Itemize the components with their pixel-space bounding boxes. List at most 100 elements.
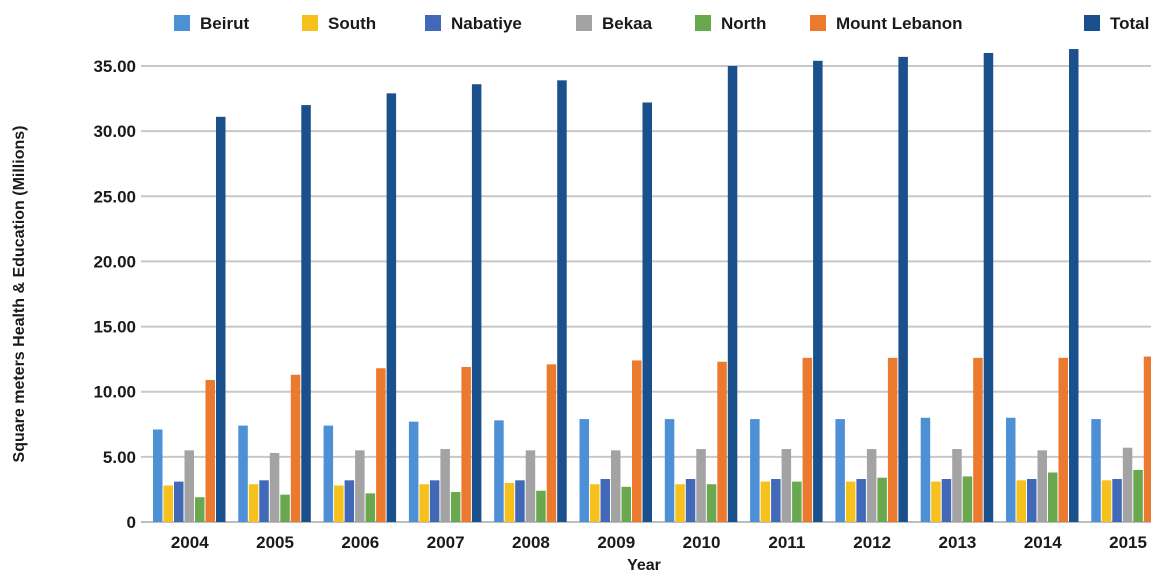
- bar-nabatiye-2011: [771, 479, 781, 522]
- bar-mount-lebanon-2005: [290, 374, 301, 522]
- x-tick-label: 2013: [939, 533, 977, 552]
- bar-beirut-2006: [323, 425, 334, 522]
- bar-north-2006: [365, 493, 376, 522]
- bar-mount-lebanon-2014: [1058, 357, 1068, 522]
- y-tick-label: 35.00: [93, 57, 136, 76]
- legend-swatch: [302, 15, 318, 31]
- legend: Beirut South Nabatiye Bekaa North Mount Leban…: [174, 14, 1149, 33]
- bar-south-2007: [419, 484, 429, 522]
- bar-north-2009: [621, 486, 631, 522]
- x-tick-label: 2008: [512, 533, 550, 552]
- bar-south-2006: [334, 485, 344, 522]
- y-tick-label: 20.00: [93, 252, 136, 271]
- bar-beirut-2005: [238, 425, 248, 522]
- legend-swatch: [425, 15, 441, 31]
- x-axis-title: Year: [627, 557, 661, 574]
- legend-swatch: [576, 15, 592, 31]
- bar-mount-lebanon-2015: [1143, 356, 1151, 522]
- legend-label: Mount Lebanon: [836, 14, 963, 33]
- bar-mount-lebanon-2004: [205, 379, 215, 522]
- bar-beirut-2015: [1091, 419, 1101, 522]
- bar-beirut-2008: [494, 420, 504, 522]
- bar-nabatiye-2007: [429, 480, 440, 522]
- y-tick-label: 5.00: [103, 448, 136, 467]
- bar-nabatiye-2013: [941, 479, 952, 522]
- y-tick-label: 15.00: [93, 318, 136, 337]
- bar-beirut-2010: [664, 419, 675, 522]
- legend-swatch: [695, 15, 711, 31]
- x-tick-label: 2006: [341, 533, 379, 552]
- bar-bekaa-2010: [696, 449, 706, 522]
- bar-south-2005: [248, 484, 259, 522]
- bar-bekaa-2014: [1037, 450, 1047, 522]
- bar-north-2007: [450, 492, 461, 522]
- bar-north-2008: [536, 490, 546, 522]
- legend-label: South: [328, 14, 376, 33]
- bar-south-2010: [675, 484, 685, 522]
- bar-total-2004: [216, 116, 226, 522]
- x-tick-label: 2005: [256, 533, 294, 552]
- bar-nabatiye-2015: [1112, 479, 1122, 522]
- legend-label: North: [721, 14, 766, 33]
- bar-south-2009: [590, 484, 600, 522]
- x-tick-label: 2009: [597, 533, 635, 552]
- bar-north-2004: [195, 497, 205, 522]
- bar-beirut-2011: [750, 419, 760, 522]
- legend-label: Total: [1110, 14, 1149, 33]
- bar-bekaa-2011: [781, 449, 792, 522]
- bar-north-2015: [1133, 469, 1143, 522]
- bar-south-2004: [163, 485, 173, 522]
- x-tick-label: 2014: [1024, 533, 1062, 552]
- bar-south-2015: [1101, 480, 1112, 522]
- bar-total-2006: [386, 93, 397, 523]
- bar-north-2010: [706, 484, 717, 522]
- bar-north-2011: [792, 481, 802, 522]
- x-tick-label: 2004: [171, 533, 209, 552]
- bar-nabatiye-2009: [600, 479, 610, 522]
- bars: [153, 49, 1151, 523]
- legend-swatch: [1084, 15, 1100, 31]
- bar-nabatiye-2005: [259, 480, 269, 522]
- bar-mount-lebanon-2007: [461, 366, 471, 522]
- x-tick-label: 2012: [853, 533, 891, 552]
- x-tick-label: 2007: [427, 533, 465, 552]
- y-tick-label: 25.00: [93, 187, 136, 206]
- bar-mount-lebanon-2006: [376, 368, 386, 522]
- legend-label: Nabatiye: [451, 14, 522, 33]
- bar-bekaa-2005: [269, 452, 280, 522]
- y-tick-label: 30.00: [93, 122, 136, 141]
- bar-north-2014: [1048, 472, 1058, 522]
- x-tick-label: 2015: [1109, 533, 1147, 552]
- bar-beirut-2012: [835, 419, 845, 522]
- bar-mount-lebanon-2013: [973, 357, 983, 522]
- bar-nabatiye-2004: [174, 481, 184, 522]
- bar-south-2014: [1016, 480, 1026, 522]
- bar-nabatiye-2012: [856, 479, 866, 522]
- legend-label: Bekaa: [602, 14, 653, 33]
- bar-south-2008: [504, 482, 515, 522]
- bar-beirut-2004: [153, 429, 163, 522]
- bar-total-2007: [471, 84, 482, 523]
- y-axis-ticks: 0 5.00 10.00 15.00 20.00 25.00 30.00 35.00: [93, 57, 136, 532]
- bar-south-2011: [760, 481, 771, 522]
- bar-total-2005: [301, 105, 311, 522]
- bar-beirut-2014: [1006, 417, 1016, 522]
- bar-bekaa-2013: [952, 449, 962, 522]
- bar-bekaa-2004: [184, 450, 194, 522]
- bar-mount-lebanon-2009: [632, 360, 642, 522]
- bar-beirut-2009: [579, 419, 589, 522]
- bar-total-2008: [557, 80, 567, 523]
- bar-total-2012: [898, 56, 908, 522]
- bar-south-2013: [931, 481, 941, 522]
- bar-beirut-2007: [408, 421, 419, 522]
- x-tick-label: 2011: [768, 533, 805, 552]
- bar-nabatiye-2014: [1027, 479, 1037, 522]
- y-axis-title: Square meters Health & Education (Millio…: [11, 126, 28, 463]
- bar-bekaa-2012: [866, 449, 877, 522]
- x-axis-ticks: 2004 2005 2006 2007 2008 2009 2010 2011 2012 2013…: [171, 533, 1147, 552]
- bar-nabatiye-2008: [515, 480, 525, 522]
- bar-nabatiye-2010: [685, 479, 696, 522]
- bar-south-2012: [845, 481, 856, 522]
